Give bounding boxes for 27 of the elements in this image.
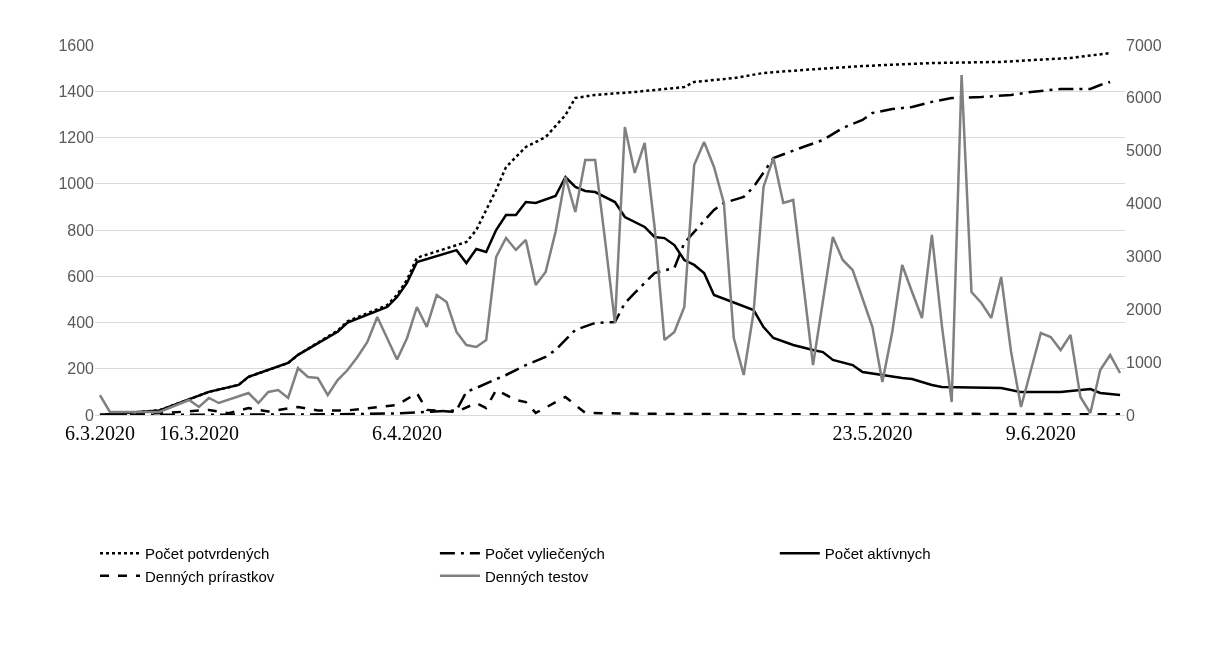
y-tick-label: 1000 — [58, 175, 95, 193]
legend-label: Denných prírastkov — [145, 567, 275, 585]
x-tick-label: 16.3.2020 — [158, 422, 239, 444]
y-tick-label: 400 — [67, 314, 95, 332]
y2-tick-label: 3000 — [1126, 248, 1162, 266]
x-tick-label: 6.4.2020 — [371, 422, 442, 444]
y-tick-label: 0 — [85, 406, 95, 424]
legend-label: Denných testov — [484, 567, 589, 585]
x-tick-label: 6.3.2020 — [64, 422, 135, 444]
y2-tick-label: 5000 — [1126, 142, 1162, 160]
legend-label: Počet potvrdených — [145, 545, 270, 563]
y2-tick-label: 6000 — [1126, 89, 1162, 107]
y-tick-label: 200 — [67, 360, 95, 378]
y2-tick-label: 0 — [1126, 406, 1135, 424]
y-tick-label: 1600 — [58, 36, 95, 54]
x-tick-label: 9.6.2020 — [1005, 422, 1076, 444]
y-tick-label: 1400 — [58, 82, 95, 100]
y2-tick-label: 4000 — [1126, 195, 1162, 213]
y-tick-label: 600 — [67, 267, 95, 285]
y-tick-label: 1200 — [58, 129, 95, 147]
y2-tick-label: 1000 — [1126, 353, 1162, 371]
y2-tick-label: 2000 — [1126, 300, 1162, 318]
x-tick-label: 23.5.2020 — [832, 422, 913, 444]
y2-tick-label: 7000 — [1126, 36, 1162, 54]
legend-label: Počet vyliečených — [484, 545, 605, 563]
legend-label: Počet aktívnych — [824, 545, 931, 563]
y-tick-label: 800 — [67, 221, 95, 239]
